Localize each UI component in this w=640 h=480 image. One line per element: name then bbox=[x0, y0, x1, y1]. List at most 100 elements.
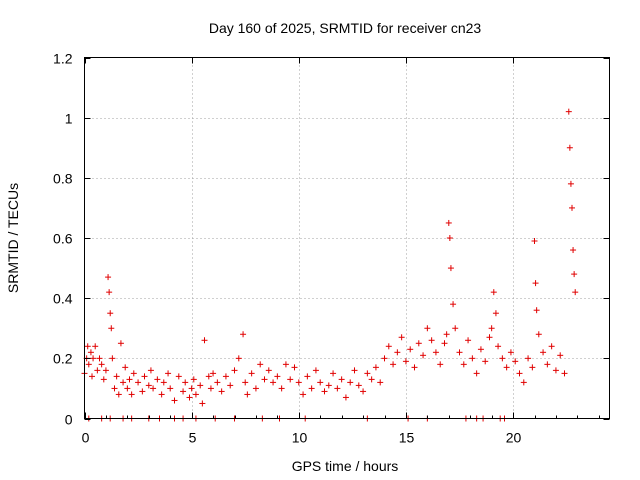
data-point bbox=[342, 394, 349, 401]
data-point bbox=[445, 219, 452, 226]
data-point bbox=[330, 370, 337, 377]
data-point bbox=[372, 364, 379, 371]
data-point bbox=[450, 301, 457, 308]
data-point bbox=[105, 274, 112, 281]
data-point bbox=[465, 337, 472, 344]
y-tick-label: 0.6 bbox=[53, 231, 73, 247]
data-point bbox=[186, 394, 193, 401]
data-point bbox=[158, 391, 165, 398]
data-point bbox=[548, 343, 555, 350]
data-point bbox=[96, 355, 103, 362]
y-tick-label: 1 bbox=[65, 111, 73, 127]
data-point bbox=[411, 364, 418, 371]
data-point bbox=[325, 382, 332, 389]
data-point bbox=[160, 379, 167, 386]
data-point bbox=[214, 379, 221, 386]
data-point bbox=[390, 361, 397, 368]
data-point bbox=[287, 376, 294, 383]
data-point bbox=[175, 373, 182, 380]
data-point bbox=[300, 391, 307, 398]
data-point bbox=[385, 343, 392, 350]
data-point bbox=[402, 358, 409, 365]
data-point bbox=[456, 349, 463, 356]
data-point bbox=[308, 385, 315, 392]
x-tick-label: 15 bbox=[399, 430, 415, 446]
data-point bbox=[90, 355, 97, 362]
data-point bbox=[415, 340, 422, 347]
data-point bbox=[486, 334, 493, 341]
data-point bbox=[571, 271, 578, 278]
data-point bbox=[312, 367, 319, 374]
data-point bbox=[265, 367, 272, 374]
data-point bbox=[512, 358, 519, 365]
data-point bbox=[231, 367, 238, 374]
data-point bbox=[525, 355, 532, 362]
y-tick-label: 1.2 bbox=[53, 51, 73, 67]
data-point bbox=[532, 280, 539, 287]
data-point bbox=[94, 367, 101, 374]
data-point bbox=[171, 397, 178, 404]
data-point bbox=[240, 331, 247, 338]
data-point bbox=[473, 370, 480, 377]
data-point bbox=[139, 388, 146, 395]
data-point bbox=[115, 391, 122, 398]
data-point bbox=[270, 379, 277, 386]
data-point bbox=[244, 391, 251, 398]
data-point bbox=[334, 385, 341, 392]
data-point bbox=[117, 340, 124, 347]
data-point bbox=[210, 370, 217, 377]
data-point bbox=[135, 379, 142, 386]
data-point bbox=[407, 346, 414, 353]
y-tick-label: 0.4 bbox=[53, 291, 73, 307]
data-point bbox=[443, 331, 450, 338]
data-point bbox=[130, 370, 137, 377]
x-axis-label: GPS time / hours bbox=[292, 458, 399, 474]
data-point bbox=[368, 376, 375, 383]
data-point bbox=[432, 349, 439, 356]
data-point bbox=[488, 325, 495, 332]
data-point bbox=[167, 385, 174, 392]
data-point bbox=[165, 370, 172, 377]
data-point bbox=[338, 376, 345, 383]
data-point bbox=[304, 373, 311, 380]
data-point bbox=[540, 349, 547, 356]
data-point bbox=[533, 307, 540, 314]
data-point bbox=[360, 388, 367, 395]
data-point bbox=[477, 346, 484, 353]
data-point bbox=[111, 385, 118, 392]
data-point bbox=[188, 385, 195, 392]
data-point bbox=[377, 379, 384, 386]
data-point bbox=[274, 373, 281, 380]
data-point bbox=[520, 379, 527, 386]
data-point bbox=[398, 334, 405, 341]
data-point bbox=[565, 108, 572, 115]
data-point bbox=[291, 364, 298, 371]
y-axis-label: SRMTID / TECUs bbox=[5, 183, 21, 293]
data-point bbox=[192, 391, 199, 398]
data-point bbox=[317, 379, 324, 386]
data-point bbox=[561, 370, 568, 377]
data-point bbox=[248, 370, 255, 377]
data-point bbox=[120, 379, 127, 386]
data-point bbox=[205, 373, 212, 380]
data-point bbox=[107, 310, 114, 317]
data-point bbox=[482, 358, 489, 365]
data-point bbox=[92, 343, 99, 350]
data-point bbox=[535, 331, 542, 338]
data-point bbox=[154, 376, 161, 383]
data-point bbox=[507, 349, 514, 356]
data-point bbox=[490, 289, 497, 296]
data-point bbox=[428, 337, 435, 344]
data-point bbox=[566, 144, 573, 151]
data-point bbox=[531, 238, 538, 245]
axis-ticks: 0 5 10 15 20 0 0.2 0.4 0.6 0.8 1 1.2 bbox=[53, 51, 610, 446]
data-point bbox=[278, 385, 285, 392]
data-point bbox=[145, 382, 152, 389]
data-point bbox=[227, 382, 234, 389]
data-point bbox=[351, 367, 358, 374]
data-point bbox=[282, 361, 289, 368]
chart-title: Day 160 of 2025, SRMTID for receiver cn2… bbox=[209, 20, 482, 36]
data-point bbox=[207, 385, 214, 392]
plot-frame bbox=[84, 57, 610, 419]
